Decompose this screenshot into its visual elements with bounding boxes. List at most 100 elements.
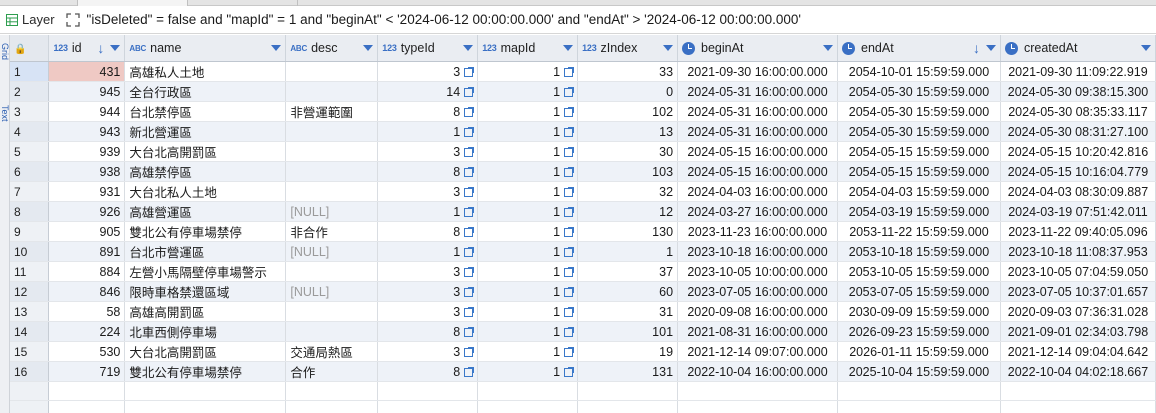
table-row[interactable]: 8 926 高雄營運區 [NULL] 1 1 12 2024-03-27 16:00:00.0… xyxy=(10,201,1156,222)
column-header-createdAt[interactable]: createdAt xyxy=(1000,35,1156,62)
column-filter-caret-icon[interactable] xyxy=(363,45,374,51)
cell-zIndex[interactable]: 19 xyxy=(577,341,679,362)
cell-beginAt[interactable]: 2024-04-03 16:00:00.000 xyxy=(677,181,838,202)
foreign-key-link-icon[interactable] xyxy=(464,346,475,357)
cell-typeId[interactable]: 8 xyxy=(377,321,479,342)
cell-typeId[interactable]: 8 xyxy=(377,101,479,122)
cell-name[interactable]: 高雄高開罰區 xyxy=(124,301,287,322)
cell-zIndex[interactable]: 12 xyxy=(577,201,679,222)
cell-typeId[interactable]: 8 xyxy=(377,361,479,382)
row-number[interactable]: 16 xyxy=(10,361,50,382)
cell-endAt[interactable]: 2054-04-03 15:59:59.000 xyxy=(837,181,1001,202)
column-filter-caret-icon[interactable] xyxy=(1141,45,1151,51)
cell-mapId[interactable]: 1 xyxy=(477,241,579,262)
cell-endAt[interactable]: 2054-05-15 15:59:59.000 xyxy=(837,141,1001,162)
foreign-key-link-icon[interactable] xyxy=(464,186,475,197)
cell-typeId[interactable]: 8 xyxy=(377,221,479,242)
cell-beginAt[interactable]: 2024-05-15 16:00:00.000 xyxy=(677,141,838,162)
row-number[interactable]: 10 xyxy=(10,241,50,262)
cell-id[interactable]: 926 xyxy=(48,201,126,222)
cell-mapId[interactable]: 1 xyxy=(477,201,579,222)
foreign-key-link-icon[interactable] xyxy=(464,106,475,117)
cell-typeId[interactable]: 1 xyxy=(377,121,479,142)
column-header-typeId[interactable]: 123 typeId xyxy=(377,35,479,62)
column-header-id[interactable]: 123 id ↓ xyxy=(48,35,126,62)
row-number[interactable]: 5 xyxy=(10,141,50,162)
cell-createdAt[interactable]: 2024-05-30 08:31:27.100 xyxy=(1000,121,1156,142)
cell-createdAt[interactable]: 2023-10-18 11:08:37.953 xyxy=(1000,241,1156,262)
cell-desc[interactable] xyxy=(285,321,379,342)
cell-mapId[interactable]: 1 xyxy=(477,321,579,342)
cell-desc[interactable]: 非合作 xyxy=(285,221,379,242)
cell-id[interactable]: 938 xyxy=(48,161,126,182)
cell-typeId[interactable]: 14 xyxy=(377,81,479,102)
cell-desc[interactable] xyxy=(285,301,379,322)
foreign-key-link-icon[interactable] xyxy=(564,86,575,97)
cell-id[interactable]: 943 xyxy=(48,121,126,142)
cell-createdAt[interactable]: 2023-07-05 10:37:01.657 xyxy=(1000,281,1156,302)
table-row[interactable]: 10 891 台北市營運區 [NULL] 1 1 1 2023-10-18 16:00:00.… xyxy=(10,241,1156,262)
row-number[interactable]: 14 xyxy=(10,321,50,342)
foreign-key-link-icon[interactable] xyxy=(564,186,575,197)
cell-name[interactable]: 高雄私人土地 xyxy=(124,61,287,82)
column-header-beginAt[interactable]: beginAt xyxy=(677,35,838,62)
cell-zIndex[interactable]: 13 xyxy=(577,121,679,142)
foreign-key-link-icon[interactable] xyxy=(464,266,475,277)
sort-arrow-icon[interactable]: ↓ xyxy=(97,40,105,56)
cell-beginAt[interactable]: 2024-05-31 16:00:00.000 xyxy=(677,121,838,142)
column-filter-caret-icon[interactable] xyxy=(110,45,121,51)
column-filter-caret-icon[interactable] xyxy=(463,45,474,51)
editor-tab-active[interactable] xyxy=(78,0,188,6)
foreign-key-link-icon[interactable] xyxy=(564,146,575,157)
cell-zIndex[interactable]: 131 xyxy=(577,361,679,382)
cell-desc[interactable] xyxy=(285,181,379,202)
cell-mapId[interactable]: 1 xyxy=(477,161,579,182)
column-filter-caret-icon[interactable] xyxy=(563,45,574,51)
cell-beginAt[interactable]: 2024-05-31 16:00:00.000 xyxy=(677,101,838,122)
row-number[interactable]: 6 xyxy=(10,161,50,182)
foreign-key-link-icon[interactable] xyxy=(564,66,575,77)
cell-desc[interactable]: 合作 xyxy=(285,361,379,382)
cell-createdAt[interactable]: 2024-05-15 10:20:42.816 xyxy=(1000,141,1156,162)
cell-zIndex[interactable]: 37 xyxy=(577,261,679,282)
row-number[interactable]: 3 xyxy=(10,101,50,122)
cell-beginAt[interactable]: 2021-09-30 16:00:00.000 xyxy=(677,61,838,82)
cell-zIndex[interactable]: 130 xyxy=(577,221,679,242)
cell-mapId[interactable]: 1 xyxy=(477,61,579,82)
cell-name[interactable]: 雙北公有停車場禁停 xyxy=(124,361,287,382)
cell-beginAt[interactable]: 2022-10-04 16:00:00.000 xyxy=(677,361,838,382)
foreign-key-link-icon[interactable] xyxy=(564,106,575,117)
cell-beginAt[interactable]: 2020-09-08 16:00:00.000 xyxy=(677,301,838,322)
cell-id[interactable]: 530 xyxy=(48,341,126,362)
foreign-key-link-icon[interactable] xyxy=(464,326,475,337)
foreign-key-link-icon[interactable] xyxy=(464,146,475,157)
foreign-key-link-icon[interactable] xyxy=(564,366,575,377)
foreign-key-link-icon[interactable] xyxy=(564,246,575,257)
layer-table-tab[interactable]: Layer xyxy=(0,6,61,34)
cell-desc[interactable]: 交通局熱區 xyxy=(285,341,379,362)
foreign-key-link-icon[interactable] xyxy=(564,166,575,177)
foreign-key-link-icon[interactable] xyxy=(464,286,475,297)
foreign-key-link-icon[interactable] xyxy=(464,86,475,97)
row-number[interactable]: 13 xyxy=(10,301,50,322)
foreign-key-link-icon[interactable] xyxy=(464,206,475,217)
cell-zIndex[interactable]: 103 xyxy=(577,161,679,182)
cell-typeId[interactable]: 3 xyxy=(377,301,479,322)
cell-zIndex[interactable]: 0 xyxy=(577,81,679,102)
column-filter-caret-icon[interactable] xyxy=(823,45,833,51)
table-row[interactable]: 6 938 高雄禁停區 8 1 103 2024-05-15 16:00:00.000 205… xyxy=(10,161,1156,182)
cell-beginAt[interactable]: 2023-07-05 16:00:00.000 xyxy=(677,281,838,302)
cell-endAt[interactable]: 2053-10-05 15:59:59.000 xyxy=(837,261,1001,282)
cell-id[interactable]: 846 xyxy=(48,281,126,302)
cell-endAt[interactable]: 2054-05-15 15:59:59.000 xyxy=(837,161,1001,182)
cell-mapId[interactable]: 1 xyxy=(477,181,579,202)
column-filter-caret-icon[interactable] xyxy=(271,45,282,51)
table-row[interactable]: 3 944 台北禁停區 非營運範圍 8 1 102 2024-05-31 16:00:00.0… xyxy=(10,101,1156,122)
filter-input[interactable]: "isDeleted" = false and "mapId" = 1 and … xyxy=(86,12,801,27)
cell-name[interactable]: 左營小馬隔壁停車場警示 xyxy=(124,261,287,282)
text-view-tab[interactable]: Text xyxy=(0,105,10,122)
cell-name[interactable]: 大台北高開罰區 xyxy=(124,141,287,162)
cell-zIndex[interactable]: 30 xyxy=(577,141,679,162)
table-row[interactable]: 5 939 大台北高開罰區 3 1 30 2024-05-15 16:00:00.000 20… xyxy=(10,141,1156,162)
cell-endAt[interactable]: 2030-09-09 15:59:59.000 xyxy=(837,301,1001,322)
